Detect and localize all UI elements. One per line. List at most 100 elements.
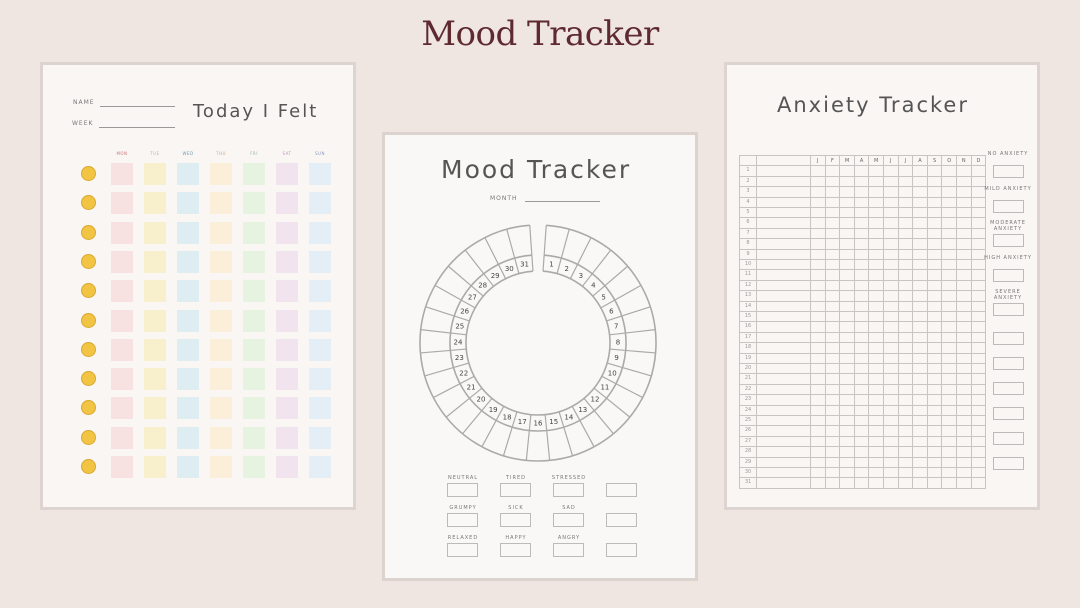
mood-cell[interactable]	[144, 192, 166, 215]
mood-cell[interactable]	[210, 250, 232, 273]
mood-cell[interactable]	[144, 456, 166, 478]
mood-color-box[interactable]	[606, 543, 637, 557]
mood-cell[interactable]	[210, 221, 232, 244]
mood-cell[interactable]	[276, 456, 298, 478]
mood-color-box[interactable]	[553, 513, 584, 527]
mood-color-box[interactable]	[500, 513, 531, 527]
mood-cell[interactable]	[276, 426, 298, 449]
grid-cell[interactable]	[941, 477, 957, 489]
mood-cell[interactable]	[276, 192, 298, 215]
mood-cell[interactable]	[177, 163, 199, 185]
mood-cell[interactable]	[144, 280, 166, 303]
mood-cell[interactable]	[210, 397, 232, 420]
mood-cell[interactable]	[276, 163, 298, 185]
mood-cell[interactable]	[177, 426, 199, 449]
mood-cell[interactable]	[144, 397, 166, 420]
anxiety-level-box[interactable]	[993, 457, 1024, 470]
mood-cell[interactable]	[144, 163, 166, 185]
grid-cell[interactable]	[970, 477, 987, 489]
mood-cell[interactable]	[111, 221, 133, 244]
mood-cell[interactable]	[210, 456, 232, 478]
grid-cell[interactable]	[868, 477, 884, 489]
mood-cell[interactable]	[243, 397, 265, 420]
mood-cell[interactable]	[276, 338, 298, 361]
mood-cell[interactable]	[111, 368, 133, 391]
grid-cell[interactable]	[897, 477, 914, 489]
grid-cell[interactable]	[810, 477, 826, 489]
anxiety-level-box[interactable]	[993, 199, 1024, 213]
mood-cell[interactable]	[144, 250, 166, 273]
mood-cell[interactable]	[210, 309, 232, 332]
mood-cell[interactable]	[309, 368, 331, 391]
mood-color-box[interactable]	[447, 513, 478, 527]
mood-cell[interactable]	[111, 163, 133, 185]
mood-cell[interactable]	[210, 163, 232, 185]
grid-cell[interactable]	[883, 477, 899, 489]
mood-cell[interactable]	[309, 163, 331, 185]
mood-cell[interactable]	[243, 456, 265, 478]
mood-cell[interactable]	[309, 456, 331, 478]
mood-color-box[interactable]	[500, 483, 531, 497]
mood-cell[interactable]	[210, 426, 232, 449]
mood-cell[interactable]	[243, 250, 265, 273]
mood-cell[interactable]	[144, 309, 166, 332]
mood-cell[interactable]	[276, 280, 298, 303]
mood-cell[interactable]	[144, 338, 166, 361]
mood-cell[interactable]	[243, 338, 265, 361]
mood-cell[interactable]	[309, 397, 331, 420]
mood-cell[interactable]	[276, 250, 298, 273]
mood-cell[interactable]	[111, 250, 133, 273]
anxiety-level-box[interactable]	[993, 332, 1024, 345]
anxiety-level-box[interactable]	[993, 303, 1024, 316]
mood-cell[interactable]	[177, 397, 199, 420]
mood-cell[interactable]	[276, 397, 298, 420]
mood-cell[interactable]	[111, 426, 133, 449]
mood-cell[interactable]	[177, 250, 199, 273]
mood-color-box[interactable]	[606, 513, 637, 527]
mood-cell[interactable]	[243, 280, 265, 303]
grid-cell[interactable]	[824, 477, 841, 489]
anxiety-level-box[interactable]	[993, 165, 1024, 178]
mood-cell[interactable]	[177, 338, 199, 361]
mood-cell[interactable]	[309, 280, 331, 303]
mood-cell[interactable]	[309, 309, 331, 332]
mood-cell[interactable]	[210, 338, 232, 361]
grid-cell[interactable]	[912, 477, 928, 489]
mood-cell[interactable]	[111, 456, 133, 478]
mood-cell[interactable]	[309, 426, 331, 449]
mood-cell[interactable]	[243, 309, 265, 332]
mood-cell[interactable]	[210, 368, 232, 391]
mood-cell[interactable]	[177, 221, 199, 244]
mood-cell[interactable]	[177, 368, 199, 391]
anxiety-level-box[interactable]	[993, 268, 1024, 282]
mood-cell[interactable]	[177, 280, 199, 303]
mood-cell[interactable]	[276, 368, 298, 391]
mood-cell[interactable]	[144, 368, 166, 391]
mood-cell[interactable]	[243, 221, 265, 244]
mood-cell[interactable]	[210, 280, 232, 303]
anxiety-level-box[interactable]	[993, 357, 1024, 370]
mood-cell[interactable]	[210, 192, 232, 215]
mood-cell[interactable]	[309, 250, 331, 273]
mood-color-box[interactable]	[606, 483, 637, 497]
mood-color-box[interactable]	[553, 483, 584, 497]
mood-cell[interactable]	[177, 456, 199, 478]
mood-cell[interactable]	[177, 309, 199, 332]
mood-color-box[interactable]	[447, 543, 478, 557]
mood-cell[interactable]	[243, 426, 265, 449]
mood-cell[interactable]	[144, 426, 166, 449]
mood-color-box[interactable]	[553, 543, 584, 557]
anxiety-level-box[interactable]	[993, 234, 1024, 247]
mood-cell[interactable]	[243, 192, 265, 215]
mood-cell[interactable]	[243, 368, 265, 391]
mood-cell[interactable]	[111, 280, 133, 303]
grid-cell[interactable]	[926, 477, 943, 489]
mood-cell[interactable]	[243, 163, 265, 185]
anxiety-level-box[interactable]	[993, 407, 1024, 420]
mood-color-box[interactable]	[500, 543, 531, 557]
mood-cell[interactable]	[177, 192, 199, 215]
mood-cell[interactable]	[111, 397, 133, 420]
mood-cell[interactable]	[309, 338, 331, 361]
grid-cell[interactable]	[956, 477, 972, 489]
mood-cell[interactable]	[309, 221, 331, 244]
